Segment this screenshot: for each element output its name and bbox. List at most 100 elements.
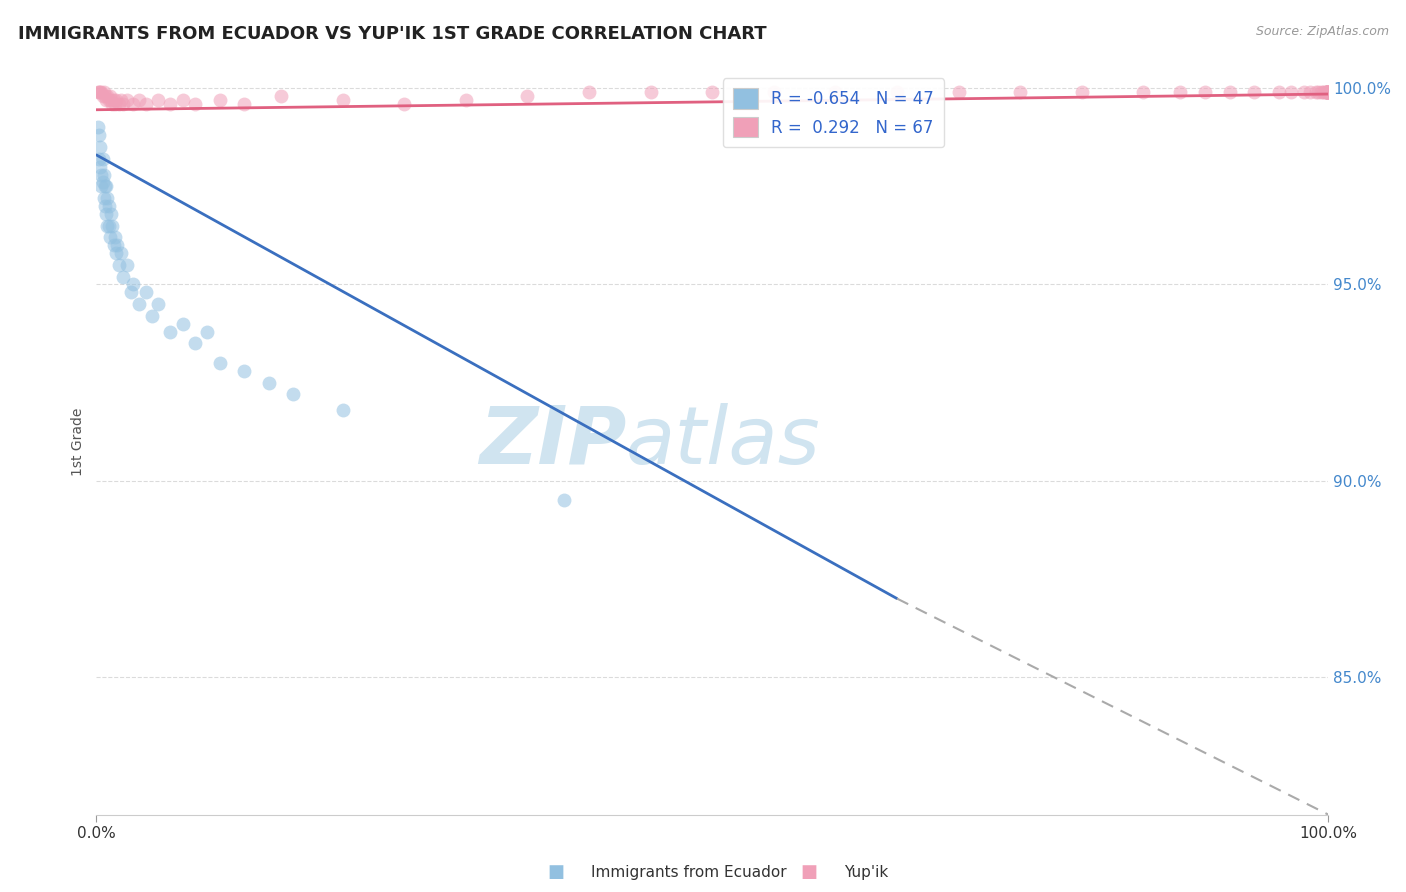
Point: [105, 246, 128, 260]
Point: [886, 85, 908, 99]
Point: [103, 93, 125, 107]
Point: [454, 93, 477, 107]
Point: [91, 152, 114, 166]
Point: [1316, 85, 1339, 99]
Point: [93, 85, 115, 99]
Point: [1298, 85, 1320, 99]
Point: [578, 85, 600, 99]
Point: [104, 230, 127, 244]
Point: [96, 93, 118, 107]
Point: [233, 364, 256, 378]
Point: [184, 336, 207, 351]
Point: [107, 258, 129, 272]
Point: [89, 85, 111, 99]
Y-axis label: 1st Grade: 1st Grade: [72, 408, 86, 475]
Point: [135, 285, 157, 300]
Point: [1292, 85, 1315, 99]
Point: [122, 277, 145, 292]
Text: Immigrants from Ecuador: Immigrants from Ecuador: [591, 865, 786, 880]
Point: [90, 168, 112, 182]
Text: ZIP: ZIP: [478, 402, 626, 481]
Legend: R = -0.654   N = 47, R =  0.292   N = 67: R = -0.654 N = 47, R = 0.292 N = 67: [723, 78, 943, 147]
Point: [233, 96, 256, 111]
Point: [101, 96, 124, 111]
Point: [100, 93, 122, 107]
Point: [762, 85, 785, 99]
Point: [1312, 85, 1334, 99]
Point: [1305, 85, 1327, 99]
Point: [96, 179, 118, 194]
Point: [1316, 85, 1339, 99]
Point: [1316, 85, 1339, 99]
Text: Yup'ik: Yup'ik: [844, 865, 887, 880]
Point: [1316, 85, 1339, 99]
Point: [1168, 85, 1191, 99]
Point: [98, 89, 121, 103]
Point: [89, 140, 111, 154]
Point: [1070, 85, 1092, 99]
Point: [283, 387, 305, 401]
Point: [100, 207, 122, 221]
Point: [97, 199, 120, 213]
Point: [195, 325, 218, 339]
Point: [94, 179, 117, 194]
Point: [1315, 85, 1337, 99]
Point: [824, 85, 846, 99]
Point: [128, 93, 150, 107]
Point: [135, 96, 157, 111]
Point: [96, 219, 118, 233]
Point: [1194, 85, 1216, 99]
Point: [1308, 85, 1330, 99]
Point: [1132, 85, 1154, 99]
Point: [97, 219, 120, 233]
Point: [640, 85, 662, 99]
Point: [208, 356, 231, 370]
Point: [105, 238, 128, 252]
Point: [93, 191, 115, 205]
Point: [1316, 85, 1339, 99]
Point: [1309, 85, 1331, 99]
Point: [90, 85, 112, 99]
Point: [332, 93, 354, 107]
Point: [110, 246, 132, 260]
Point: [1243, 85, 1265, 99]
Point: [128, 297, 150, 311]
Point: [94, 199, 117, 213]
Point: [1279, 85, 1302, 99]
Point: [332, 403, 354, 417]
Point: [146, 93, 169, 107]
Point: [1268, 85, 1291, 99]
Point: [1010, 85, 1032, 99]
Point: [87, 152, 110, 166]
Point: [112, 96, 135, 111]
Point: [105, 93, 128, 107]
Point: [112, 269, 135, 284]
Point: [120, 285, 142, 300]
Point: [110, 93, 132, 107]
Point: [96, 89, 118, 103]
Point: [93, 168, 115, 182]
Point: [257, 376, 280, 390]
Point: [91, 175, 114, 189]
Point: [101, 219, 124, 233]
Point: [1316, 85, 1339, 99]
Point: [270, 89, 292, 103]
Point: [702, 85, 724, 99]
Point: [103, 238, 125, 252]
Point: [159, 325, 181, 339]
Point: [172, 317, 194, 331]
Text: atlas: atlas: [626, 402, 821, 481]
Point: [115, 93, 138, 107]
Point: [1316, 85, 1339, 99]
Point: [104, 96, 127, 111]
Point: [97, 93, 120, 107]
Point: [86, 85, 108, 99]
Point: [208, 93, 231, 107]
Point: [172, 93, 194, 107]
Point: [98, 230, 121, 244]
Point: [141, 309, 163, 323]
Text: Source: ZipAtlas.com: Source: ZipAtlas.com: [1256, 25, 1389, 38]
Point: [96, 207, 118, 221]
Point: [516, 89, 538, 103]
Point: [1219, 85, 1241, 99]
